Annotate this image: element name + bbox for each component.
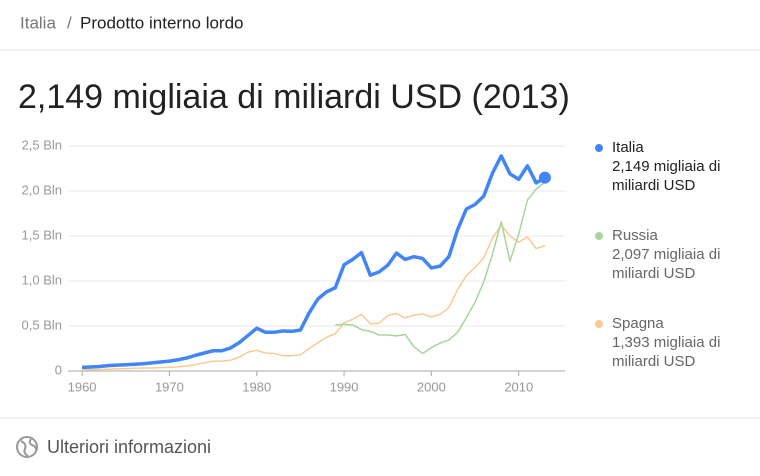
legend-detail-line: 2,097 migliaia di [612, 246, 720, 263]
legend-detail-line: miliardi USD [612, 265, 696, 282]
legend-detail-line: 2,149 migliaia di [612, 158, 720, 175]
x-tick-label: 1990 [330, 379, 359, 394]
chart-title: 2,149 migliaia di miliardi USD (2013) [18, 78, 570, 116]
series-line [82, 224, 546, 371]
legend-label: Russia [612, 227, 659, 244]
legend-swatch [595, 232, 603, 240]
x-tick-label: 2000 [417, 379, 446, 394]
legend-label: Spagna [612, 315, 664, 332]
legend-detail: 2,097 migliaia di miliardi USD [612, 246, 720, 282]
legend-label: Italia [612, 139, 644, 156]
y-tick-label: 0,5 Bln [22, 317, 62, 332]
legend-detail: 1,393 migliaia di miliardi USD [612, 334, 720, 370]
x-tick-label: 1960 [68, 379, 97, 394]
y-tick-label: 2,0 Bln [22, 182, 62, 197]
legend-detail-line: 1,393 migliaia di [612, 334, 720, 351]
legend-detail-line: miliardi USD [612, 353, 696, 370]
breadcrumb-link[interactable]: Italia [20, 13, 56, 32]
more-info-link[interactable]: Ulteriori informazioni [47, 437, 211, 457]
y-tick-label: 0 [55, 362, 62, 377]
last-point [538, 171, 551, 184]
legend-detail-line: miliardi USD [612, 177, 696, 194]
breadcrumb-current: Prodotto interno lordo [80, 13, 244, 32]
x-tick-label: 1980 [242, 379, 271, 394]
series-line [81, 154, 546, 370]
globe-icon[interactable] [16, 436, 38, 458]
x-tick-label: 1970 [155, 379, 184, 394]
legend-swatch [595, 144, 603, 152]
breadcrumb-separator: / [67, 13, 72, 32]
legend-swatch [595, 320, 603, 328]
y-tick-label: 2,5 Bln [22, 137, 62, 152]
y-tick-label: 1,0 Bln [22, 272, 62, 287]
series-line [335, 181, 546, 355]
x-tick-label: 2010 [504, 379, 533, 394]
legend-detail: 2,149 migliaia di miliardi USD [612, 158, 720, 194]
y-tick-label: 1,5 Bln [22, 227, 62, 242]
